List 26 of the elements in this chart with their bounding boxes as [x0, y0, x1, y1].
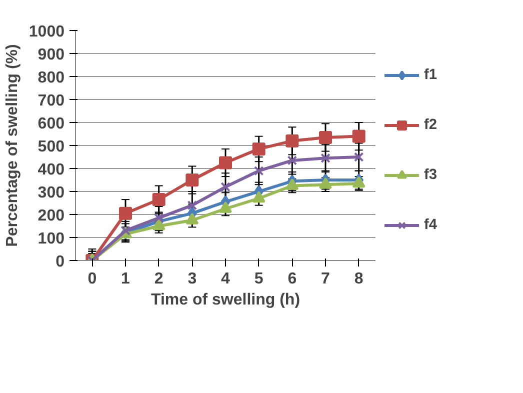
- y-tick-label: 900: [38, 46, 65, 64]
- y-tick-label: 600: [38, 116, 65, 132]
- y-tick-label: 0: [56, 254, 65, 270]
- x-tick-label: 4: [221, 270, 230, 288]
- x-tick-label: 7: [321, 270, 330, 288]
- y-tick-label: 200: [38, 208, 65, 224]
- y-tick-label: 1000: [28, 24, 65, 40]
- y-tick-label: 400: [38, 162, 65, 178]
- legend-label: f4: [424, 216, 438, 232]
- y-tick-label: 700: [38, 92, 65, 110]
- x-tick-label: 8: [354, 270, 364, 288]
- y-tick-label: 300: [38, 184, 65, 202]
- y-tick-label: 800: [38, 70, 65, 86]
- legend-label: f3: [424, 166, 438, 182]
- x-tick-label: 3: [188, 270, 197, 288]
- x-axis-title: Time of swelling (h): [150, 292, 300, 308]
- x-tick-label: 1: [121, 270, 130, 288]
- x-tick-label: 2: [154, 270, 164, 288]
- x-tick-label: 0: [88, 270, 97, 288]
- legend-label: f1: [424, 66, 438, 82]
- y-tick-label: 100: [38, 230, 65, 248]
- x-tick-label: 5: [254, 270, 264, 288]
- legend-label: f2: [424, 116, 438, 132]
- x-tick-label: 6: [288, 270, 297, 288]
- y-axis-title: Percentage of swelling (%): [4, 44, 21, 247]
- y-tick-label: 500: [38, 138, 65, 156]
